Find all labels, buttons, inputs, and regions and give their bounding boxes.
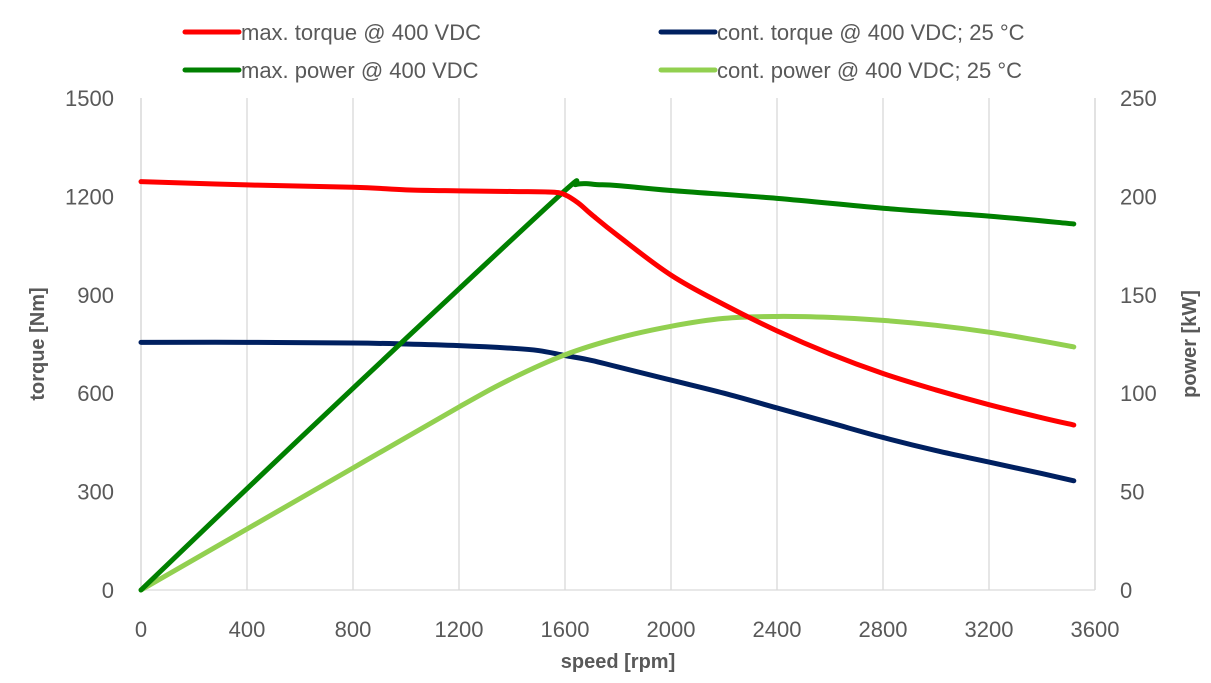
y-axis-title-left: torque [Nm] bbox=[27, 287, 49, 400]
x-tick-label: 0 bbox=[135, 617, 147, 642]
x-tick-label: 400 bbox=[229, 617, 266, 642]
legend-label: max. power @ 400 VDC bbox=[241, 58, 479, 83]
y-axis-title-right: power [kW] bbox=[1179, 290, 1201, 398]
x-tick-label: 1200 bbox=[435, 617, 484, 642]
y-tick-label-right: 150 bbox=[1120, 283, 1157, 308]
x-tick-label: 3600 bbox=[1071, 617, 1120, 642]
x-tick-label: 1600 bbox=[541, 617, 590, 642]
legend-label: cont. torque @ 400 VDC; 25 °C bbox=[717, 20, 1025, 45]
x-tick-label: 2400 bbox=[753, 617, 802, 642]
y-tick-label-left: 0 bbox=[102, 578, 114, 603]
y-tick-label-left: 600 bbox=[77, 381, 114, 406]
legend-label: cont. power @ 400 VDC; 25 °C bbox=[717, 58, 1022, 83]
series-line-max-torque-400-vdc bbox=[138, 179, 1077, 428]
x-tick-label: 3200 bbox=[965, 617, 1014, 642]
y-tick-label-right: 250 bbox=[1120, 86, 1157, 111]
y-tick-label-left: 300 bbox=[77, 480, 114, 505]
series-line-max-power-400-vdc bbox=[138, 178, 1077, 593]
y-tick-label-right: 100 bbox=[1120, 381, 1157, 406]
x-tick-label: 2800 bbox=[859, 617, 908, 642]
legend-label: max. torque @ 400 VDC bbox=[241, 20, 481, 45]
x-tick-label: 800 bbox=[335, 617, 372, 642]
x-axis-title: speed [rpm] bbox=[561, 651, 675, 673]
series-line-cont-power-400-vdc-25-c bbox=[138, 313, 1077, 593]
series-line-cont-torque-400-vdc-25-c bbox=[138, 339, 1077, 484]
legend: max. torque @ 400 VDC cont. torque @ 400 … bbox=[182, 20, 1025, 83]
y-tick-label-left: 900 bbox=[77, 283, 114, 308]
y-tick-label-left: 1200 bbox=[65, 184, 114, 209]
y-tick-label-right: 0 bbox=[1120, 578, 1132, 603]
y-tick-label-right: 50 bbox=[1120, 480, 1144, 505]
x-tick-label: 2000 bbox=[647, 617, 696, 642]
series-lines bbox=[138, 178, 1077, 593]
y-tick-label-left: 1500 bbox=[65, 86, 114, 111]
axes: 0 400 800 1200 1600 2000 2400 2800 3200 360003006… bbox=[65, 86, 1157, 642]
y-tick-label-right: 200 bbox=[1120, 184, 1157, 209]
